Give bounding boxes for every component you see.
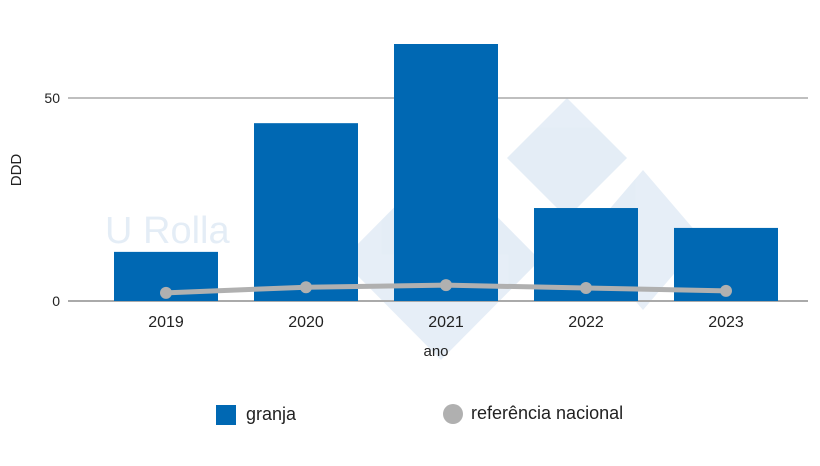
legend-label-granja: granja — [246, 404, 297, 424]
point-2020 — [300, 281, 312, 294]
bar-2021 — [394, 44, 498, 301]
legend-swatch-referencia — [443, 404, 463, 424]
x-tick-label: 2019 — [148, 314, 184, 331]
x-tick-label: 2021 — [428, 314, 464, 331]
legend-swatch-granja — [216, 405, 236, 425]
point-2022 — [580, 282, 592, 295]
x-tick-label: 2023 — [708, 314, 744, 331]
x-tick-label: 2020 — [288, 314, 324, 331]
x-axis-label: ano — [423, 343, 448, 360]
x-tick-label: 2022 — [568, 314, 604, 331]
legend: granja referência nacional — [216, 403, 623, 425]
point-2023 — [720, 284, 732, 297]
y-axis-label: DDD — [8, 154, 25, 187]
y-tick-label: 50 — [44, 90, 60, 106]
y-tick-label: 0 — [52, 293, 60, 309]
point-2019 — [160, 286, 172, 299]
bar-2020 — [254, 123, 358, 301]
legend-label-referencia: referência nacional — [471, 403, 623, 423]
svg-text:U Rolla: U Rolla — [105, 210, 230, 252]
point-2021 — [440, 279, 452, 292]
